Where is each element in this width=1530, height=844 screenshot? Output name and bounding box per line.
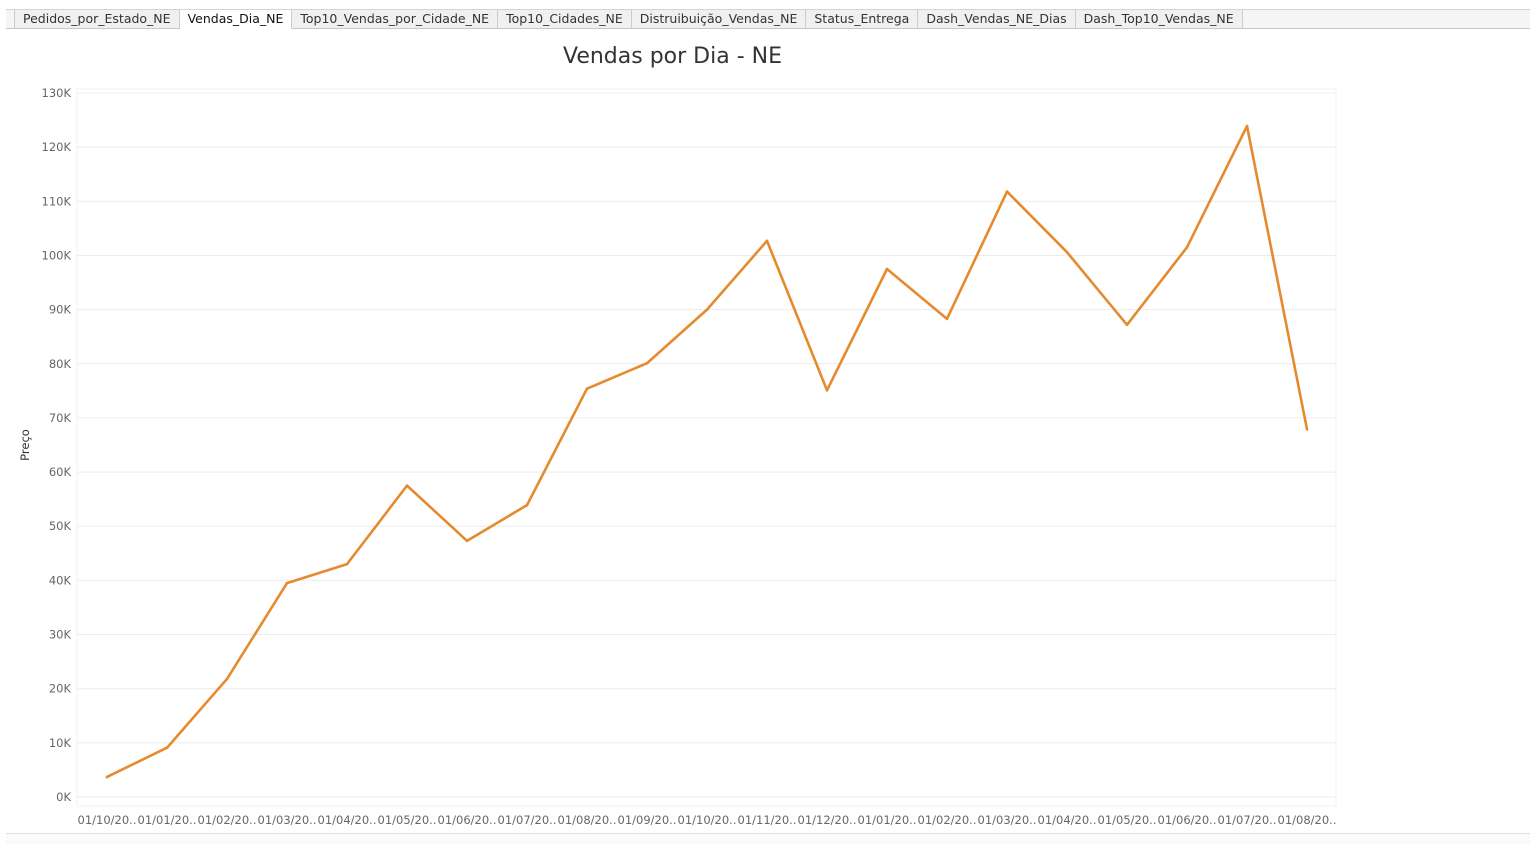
- y-tick-label: 130K: [42, 86, 72, 100]
- sheet-tab-bar: Pedidos_por_Estado_NE Vendas_Dia_NE Top10_…: [6, 9, 1530, 29]
- data-point[interactable]: [525, 503, 529, 507]
- x-tick-label: 01/10/20..: [678, 813, 737, 827]
- x-tick-label: 01/08/20..: [558, 813, 617, 827]
- data-point[interactable]: [1005, 190, 1009, 193]
- y-tick-label: 50K: [49, 519, 72, 533]
- sheet-tab-6[interactable]: Dash_Vendas_NE_Dias: [918, 10, 1076, 28]
- y-axis-label: Preço: [18, 429, 32, 461]
- y-tick-label: 120K: [42, 140, 72, 154]
- data-point[interactable]: [1065, 250, 1069, 254]
- x-tick-label: 01/06/20..: [1158, 813, 1217, 827]
- y-tick-label: 100K: [42, 248, 72, 262]
- data-point[interactable]: [1185, 246, 1189, 249]
- y-tick-label: 40K: [49, 573, 72, 587]
- sheet-tab-7[interactable]: Dash_Top10_Vendas_NE: [1075, 10, 1243, 28]
- data-point[interactable]: [1125, 323, 1129, 327]
- x-tick-label: 01/08/20..: [1278, 813, 1337, 827]
- x-tick-label: 01/05/20..: [378, 813, 437, 827]
- sheet-tab-2[interactable]: Top10_Vendas_por_Cidade_NE: [292, 10, 499, 28]
- x-tick-label: 01/03/20..: [978, 813, 1037, 827]
- y-tick-label: 80K: [49, 357, 72, 371]
- sheet-tab-5[interactable]: Status_Entrega: [806, 10, 919, 28]
- chart-title: Vendas por Dia - NE: [562, 44, 782, 69]
- data-point[interactable]: [825, 389, 829, 392]
- x-tick-label: 01/10/20..: [78, 813, 137, 827]
- y-tick-label: 10K: [49, 736, 72, 750]
- data-point[interactable]: [585, 387, 589, 390]
- x-tick-label: 01/12/20..: [798, 813, 857, 827]
- x-tick-label: 01/01/20..: [138, 813, 197, 827]
- y-tick-label: 60K: [49, 465, 72, 479]
- data-point[interactable]: [645, 361, 649, 365]
- sheet-tab-1[interactable]: Vendas_Dia_NE: [179, 10, 293, 29]
- status-bar: [6, 833, 1530, 844]
- x-tick-label: 01/04/20..: [318, 813, 377, 827]
- data-point[interactable]: [225, 677, 229, 681]
- y-tick-label: 0K: [56, 790, 71, 804]
- y-tick-label: 110K: [42, 194, 72, 208]
- data-point[interactable]: [1245, 124, 1249, 128]
- data-point[interactable]: [705, 308, 709, 311]
- x-tick-label: 01/02/20..: [198, 813, 257, 827]
- x-tick-label: 01/04/20..: [1038, 813, 1097, 827]
- series-line: [105, 124, 1309, 779]
- sheet-tab-3[interactable]: Top10_Cidades_NE: [498, 10, 632, 28]
- data-point[interactable]: [1305, 427, 1309, 431]
- data-point[interactable]: [945, 317, 949, 321]
- x-tick-label: 01/09/20..: [618, 813, 677, 827]
- data-point[interactable]: [285, 581, 289, 585]
- sheet-tab-0[interactable]: Pedidos_por_Estado_NE: [14, 10, 180, 28]
- data-point[interactable]: [465, 539, 469, 543]
- x-tick-label: 01/11/20..: [738, 813, 797, 827]
- y-tick-label: 70K: [49, 411, 72, 425]
- data-point[interactable]: [345, 562, 349, 566]
- data-point[interactable]: [885, 267, 889, 271]
- data-point[interactable]: [105, 775, 109, 779]
- y-tick-label: 20K: [49, 682, 72, 696]
- x-tick-label: 01/03/20..: [258, 813, 317, 827]
- x-tick-label: 01/07/20..: [498, 813, 557, 827]
- sheet-tab-4[interactable]: Distruibuição_Vendas_NE: [631, 10, 807, 28]
- x-tick-label: 01/02/20..: [918, 813, 977, 827]
- plot-area: [76, 88, 1337, 807]
- y-tick-label: 90K: [49, 303, 72, 317]
- x-tick-label: 01/01/20..: [858, 813, 917, 827]
- x-tick-label: 01/06/20..: [438, 813, 497, 827]
- x-tick-label: 01/07/20..: [1218, 813, 1277, 827]
- x-tick-label: 01/05/20..: [1098, 813, 1157, 827]
- data-point[interactable]: [765, 239, 769, 243]
- data-point[interactable]: [405, 484, 409, 487]
- y-tick-label: 30K: [49, 628, 72, 642]
- data-point[interactable]: [165, 746, 169, 750]
